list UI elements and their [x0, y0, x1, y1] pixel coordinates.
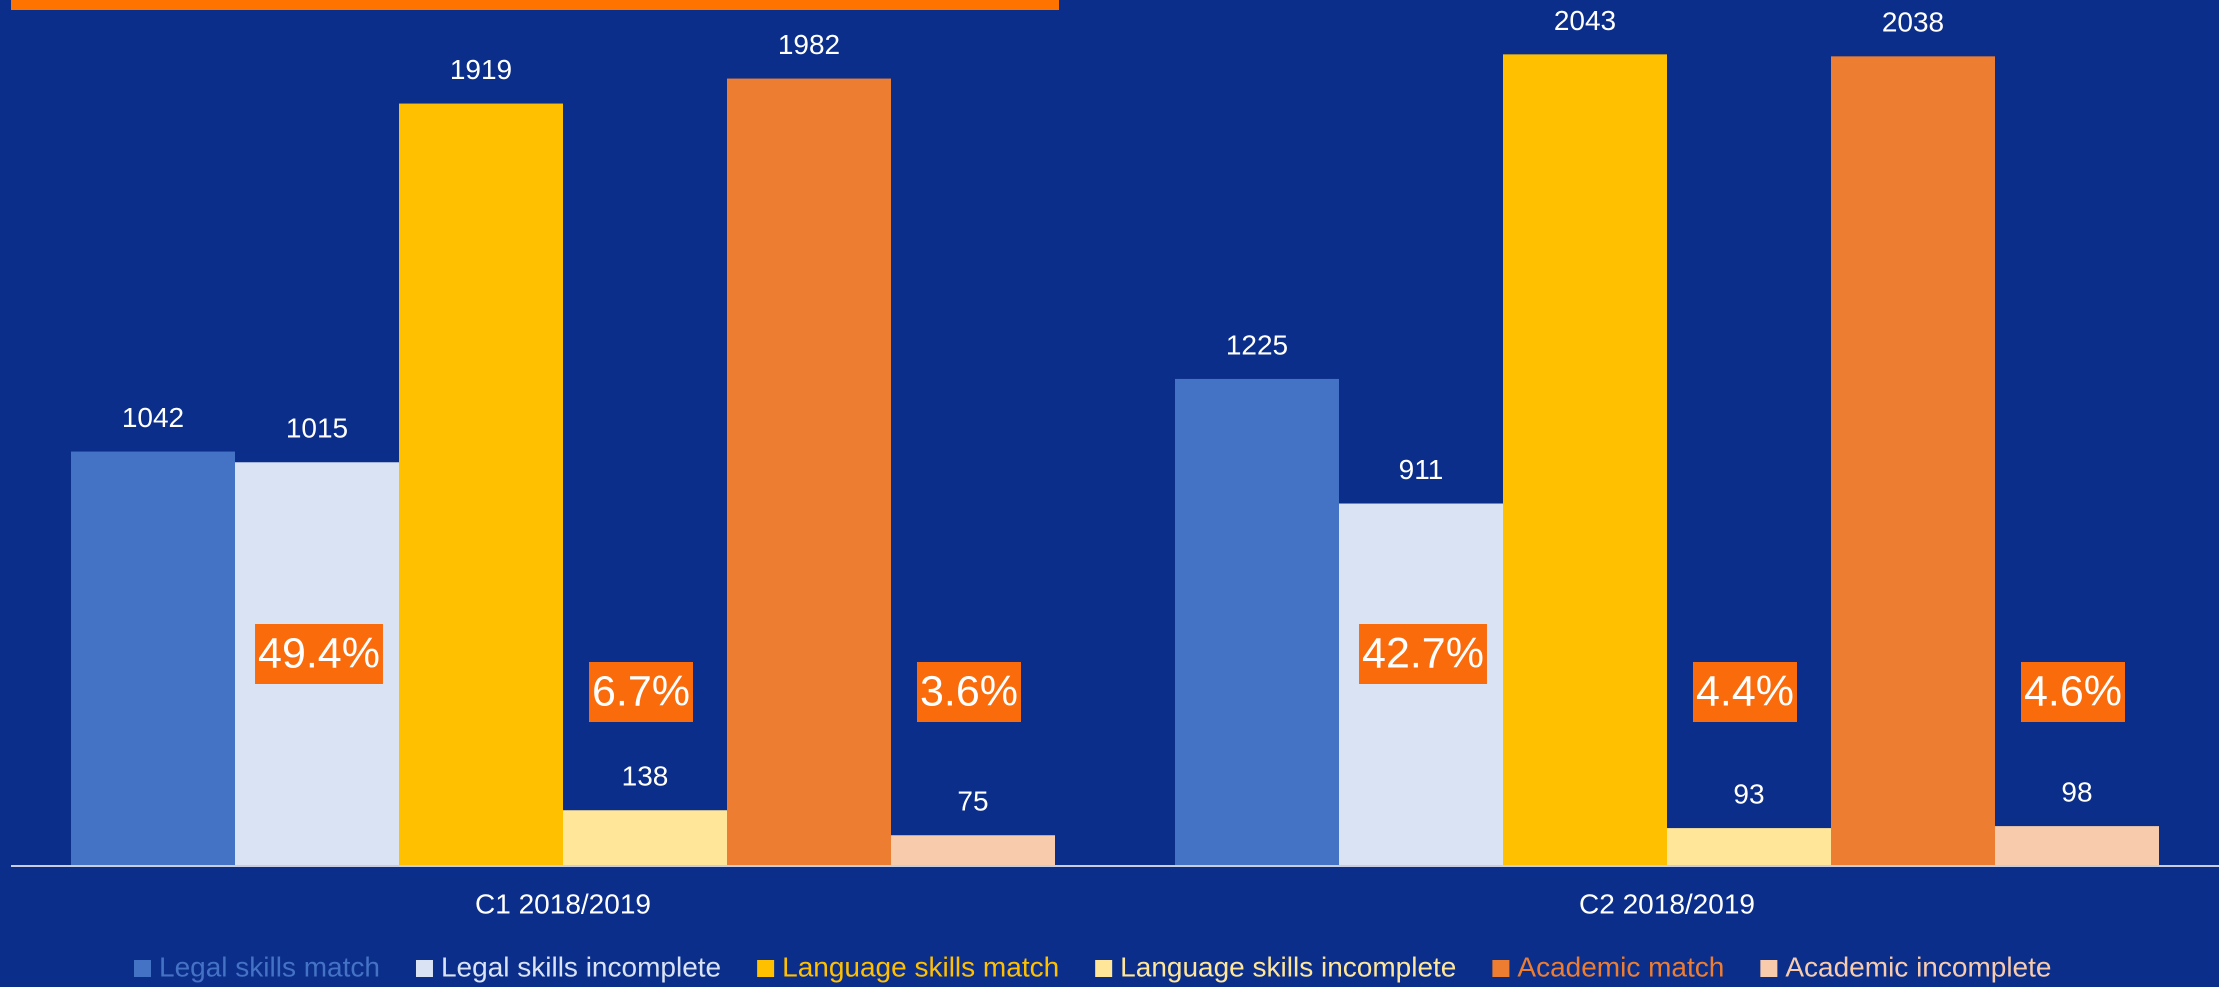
bar	[1175, 378, 1339, 865]
data-label: 911	[1399, 454, 1444, 485]
bar	[1995, 826, 2159, 865]
annotation: 4.6%	[2024, 667, 2122, 715]
annotation-background	[2020, 662, 2126, 722]
legend-label: Language skills incomplete	[1120, 951, 1456, 982]
legend-marker	[134, 960, 151, 977]
annotation: 4.4%	[1696, 667, 1794, 715]
x-tick-label: C2 2018/2019	[1579, 888, 1755, 919]
bar	[727, 78, 891, 866]
annotation-background	[588, 662, 694, 722]
bar	[1831, 56, 1995, 865]
data-label: 1015	[286, 413, 348, 444]
x-tick-label: C1 2018/2019	[475, 888, 651, 919]
annotation: 6.7%	[592, 667, 690, 715]
data-label: 2043	[1554, 5, 1616, 36]
data-label: 138	[622, 761, 669, 792]
legend-marker	[757, 960, 775, 977]
annotation: 3.6%	[920, 667, 1018, 715]
legend-label: Legal skills incomplete	[441, 951, 721, 982]
bar	[1339, 503, 1503, 865]
legend-label: Legal skills match	[159, 951, 380, 982]
legend-marker	[1760, 960, 1778, 977]
annotation-background	[1359, 624, 1487, 684]
data-label: 98	[2061, 777, 2092, 808]
data-label: 1225	[1226, 329, 1288, 360]
data-label: 1919	[450, 54, 512, 85]
header-accent	[11, 0, 1059, 10]
data-label: 2038	[1882, 7, 1944, 38]
legend-label: Language skills match	[782, 951, 1059, 982]
annotation-background	[916, 662, 1022, 722]
bar	[1667, 828, 1831, 865]
legend-marker	[415, 960, 433, 977]
bar	[891, 835, 1055, 865]
bar	[1503, 54, 1667, 865]
annotation-background	[255, 624, 383, 684]
annotation-background	[1692, 662, 1798, 722]
legend-label: Academic match	[1517, 951, 1724, 982]
legend-marker	[1492, 960, 1510, 977]
legend-marker	[1095, 960, 1113, 977]
data-label: 1982	[778, 29, 840, 60]
annotation: 42.7%	[1362, 629, 1484, 677]
data-label: 75	[957, 786, 988, 817]
bar	[399, 103, 563, 865]
bar	[71, 451, 235, 865]
bar	[563, 810, 727, 865]
data-label: 1042	[122, 402, 184, 433]
annotation: 49.4%	[258, 629, 380, 677]
legend-label: Academic incomplete	[1785, 951, 2051, 982]
data-label: 93	[1733, 778, 1764, 809]
